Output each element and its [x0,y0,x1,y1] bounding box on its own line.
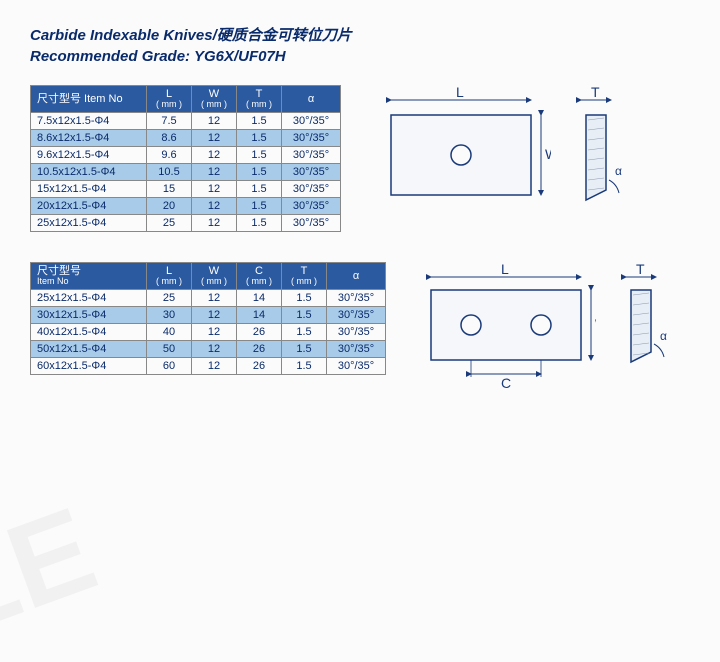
title-line1: Carbide Indexable Knives/硬质合金可转位刀片 [30,25,690,46]
diagram-single-hole-side: T α [571,85,641,215]
table-row: 9.6x12x1.5-Φ49.6121.530°/35° [31,146,341,163]
section-1: 尺寸型号 Item No L( mm ) W( mm ) T( mm ) α 7… [30,85,690,232]
table-row: 15x12x1.5-Φ415121.530°/35° [31,180,341,197]
svg-text:T: T [591,85,600,100]
th2-l: L( mm ) [147,262,192,289]
spec-table-1: 尺寸型号 Item No L( mm ) W( mm ) T( mm ) α 7… [30,85,341,232]
table-row: 7.5x12x1.5-Φ47.5121.530°/35° [31,112,341,129]
th-itemno: 尺寸型号 Item No [31,86,147,113]
svg-text:W: W [545,146,551,162]
table-row: 25x12x1.5-Φ42512141.530°/35° [31,289,386,306]
svg-text:W: W [595,316,596,332]
table-row: 8.6x12x1.5-Φ48.6121.530°/35° [31,129,341,146]
th-t: T( mm ) [237,86,282,113]
diagram-group-2: L W C T α [416,262,686,402]
svg-text:L: L [501,262,509,277]
th2-w: W( mm ) [192,262,237,289]
svg-text:α: α [615,164,622,178]
diagram-double-hole-side: T α [616,262,686,392]
th-l: L( mm ) [147,86,192,113]
diagram-group-1: L W T α [371,85,641,215]
th2-t: T( mm ) [282,262,327,289]
table-row: 40x12x1.5-Φ44012261.530°/35° [31,323,386,340]
svg-text:C: C [501,375,511,391]
th2-itemno: 尺寸型号Item No [31,262,147,289]
svg-text:T: T [636,262,645,277]
diagram-single-hole-top: L W [371,85,551,215]
svg-text:L: L [456,85,464,100]
page-title: Carbide Indexable Knives/硬质合金可转位刀片 Recom… [30,25,690,67]
section-2: 尺寸型号Item No L( mm ) W( mm ) C( mm ) T( m… [30,262,690,402]
table-row: 30x12x1.5-Φ43012141.530°/35° [31,306,386,323]
table-row: 20x12x1.5-Φ420121.530°/35° [31,197,341,214]
table-row: 25x12x1.5-Φ425121.530°/35° [31,214,341,231]
svg-text:α: α [660,329,667,343]
th-alpha: α [282,86,341,113]
th2-alpha: α [327,262,386,289]
table-row: 60x12x1.5-Φ46012261.530°/35° [31,357,386,374]
spec-table-2: 尺寸型号Item No L( mm ) W( mm ) C( mm ) T( m… [30,262,386,375]
table-row: 10.5x12x1.5-Φ410.5121.530°/35° [31,163,341,180]
title-line2: Recommended Grade: YG6X/UF07H [30,46,690,67]
diagram-double-hole-top: L W C [416,262,596,402]
th-w: W( mm ) [192,86,237,113]
th2-c: C( mm ) [237,262,282,289]
table-row: 50x12x1.5-Φ45012261.530°/35° [31,340,386,357]
